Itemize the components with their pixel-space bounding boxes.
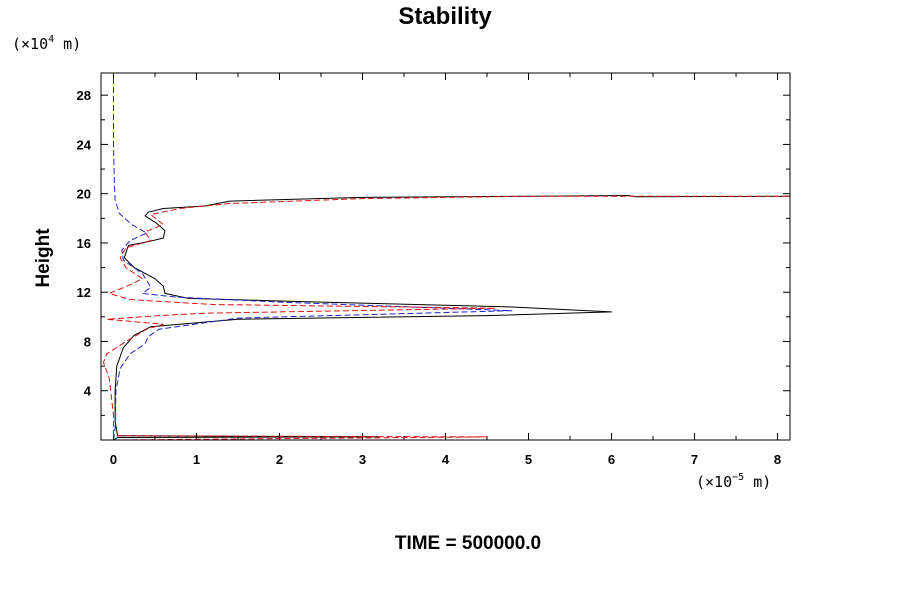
y-tick-label: 12 <box>77 285 91 300</box>
x-tick-label: 7 <box>691 452 698 467</box>
x-tick-label: 4 <box>442 452 450 467</box>
y-tick-label: 20 <box>77 187 91 202</box>
x-tick-label: 3 <box>359 452 366 467</box>
x-tick-label: 1 <box>193 452 200 467</box>
x-tick-label: 6 <box>608 452 615 467</box>
x-unit-label: (×10−5 m) <box>696 472 771 491</box>
y-tick-label: 24 <box>77 137 92 152</box>
y-tick-label: 8 <box>84 334 91 349</box>
series-line-2 <box>113 73 513 440</box>
y-tick-label: 16 <box>77 236 91 251</box>
x-tick-label: 8 <box>774 452 781 467</box>
x-tick-label: 2 <box>276 452 283 467</box>
axis-ticks <box>101 73 790 440</box>
x-tick-label: 5 <box>525 452 532 467</box>
y-tick-label: 4 <box>84 384 92 399</box>
y-axis-label: Height <box>33 228 54 288</box>
plot-frame <box>100 72 791 441</box>
series-line-3 <box>103 195 790 440</box>
data-series <box>103 73 790 440</box>
series-line-1 <box>113 195 790 440</box>
y-unit-label: (×104 m) <box>12 34 81 53</box>
time-label: TIME = 500000.0 <box>395 533 541 554</box>
y-tick-label: 28 <box>77 88 91 103</box>
x-tick-label: 0 <box>110 452 117 467</box>
chart-title: Stability <box>398 3 492 30</box>
